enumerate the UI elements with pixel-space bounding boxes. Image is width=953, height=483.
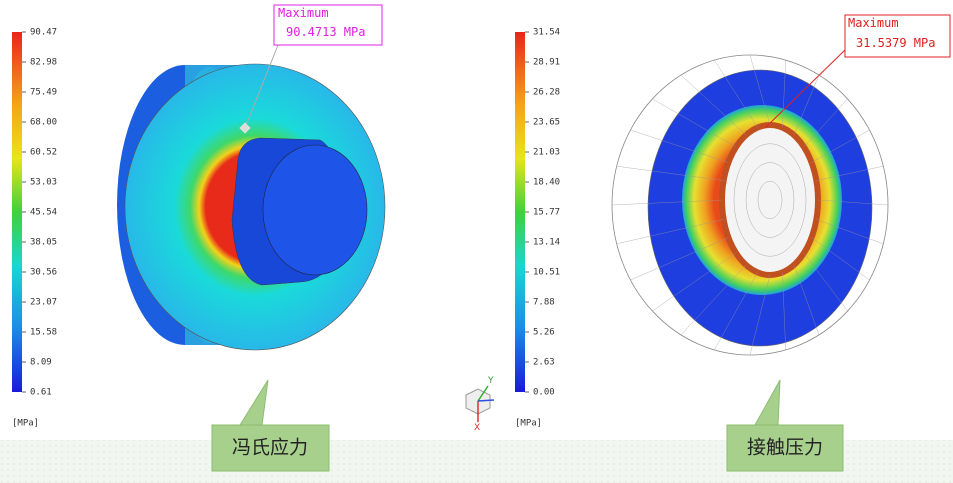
unit-label: [MPa] (515, 419, 542, 429)
callout-pointer (239, 379, 269, 426)
axis-triad (465, 385, 495, 422)
axis-label: Y (487, 376, 494, 386)
annotation-title: Maximum (278, 6, 329, 20)
scale-label: 0.61 (30, 388, 52, 398)
mesh-line (630, 237, 729, 281)
mesh-line (811, 129, 870, 163)
caption-box (726, 424, 844, 472)
scale-label: 53.03 (30, 178, 57, 188)
scale-label: 21.03 (533, 148, 560, 158)
annotation-value: 90.4713 MPa (286, 25, 365, 39)
mesh-line (816, 165, 884, 181)
mesh-line (652, 98, 737, 148)
mesh-line (782, 272, 786, 350)
scale-label: 15.58 (30, 328, 57, 338)
scale-label: 26.28 (533, 88, 560, 98)
scale-label: 23.65 (533, 118, 560, 128)
mesh-ring (733, 143, 807, 257)
scale-label: 7.88 (533, 298, 555, 308)
mesh-line (714, 59, 758, 128)
scale-label: 68.00 (30, 118, 57, 128)
scale-label: 15.77 (533, 208, 560, 218)
left-model (117, 44, 386, 351)
mesh-line (817, 199, 889, 206)
caption-box (211, 424, 330, 472)
annotation-box (273, 4, 383, 46)
mesh-line (803, 98, 848, 148)
scale-label: 75.49 (30, 88, 57, 98)
mesh-line (680, 74, 747, 136)
mesh-line (616, 219, 724, 245)
scale-label: 45.54 (30, 208, 57, 218)
scale-label: 30.56 (30, 268, 57, 278)
scale-label: 82.98 (30, 58, 57, 68)
mesh-line (793, 264, 820, 335)
scale-label: 18.40 (533, 178, 560, 188)
mesh-line (616, 165, 724, 181)
mesh-line (611, 199, 723, 206)
callout-pointer (754, 379, 781, 426)
mesh-line (816, 219, 884, 245)
mesh-line (749, 274, 771, 356)
mesh-ring (757, 181, 783, 219)
mesh-line (793, 74, 820, 136)
scale-label: 0.00 (533, 388, 555, 398)
mesh-line (803, 252, 848, 312)
mesh-ring (745, 162, 795, 238)
scale-label: 60.52 (30, 148, 57, 158)
scale-label: 28.91 (533, 58, 560, 68)
unit-label: [MPa] (12, 419, 39, 429)
scale-label: 31.54 (533, 28, 560, 38)
color-scale (12, 32, 22, 392)
mesh-line (811, 237, 870, 281)
scale-label: 38.05 (30, 238, 57, 248)
annotation-title: Maximum (848, 16, 899, 30)
mesh-line (749, 54, 771, 126)
mesh-line (652, 252, 737, 312)
caption: 接触压力 (747, 437, 823, 459)
scale-label: 5.26 (533, 328, 555, 338)
mesh-line (630, 129, 729, 163)
scale-label: 8.09 (30, 358, 52, 368)
mesh-line (680, 264, 747, 336)
annotation-value: 31.5379 MPa (856, 36, 935, 50)
color-scale (515, 32, 525, 392)
scale-label: 13.14 (533, 238, 560, 248)
right-model (611, 49, 889, 356)
scale-label: 90.47 (30, 28, 57, 38)
scale-label: 10.51 (533, 268, 560, 278)
scale-label: 2.63 (533, 358, 555, 368)
caption: 冯氏应力 (232, 437, 308, 459)
axis-label: X (474, 423, 480, 433)
scale-label: 23.07 (30, 298, 57, 308)
mesh-line (782, 60, 786, 128)
annotation-box (844, 14, 951, 58)
mesh-line (714, 272, 758, 351)
